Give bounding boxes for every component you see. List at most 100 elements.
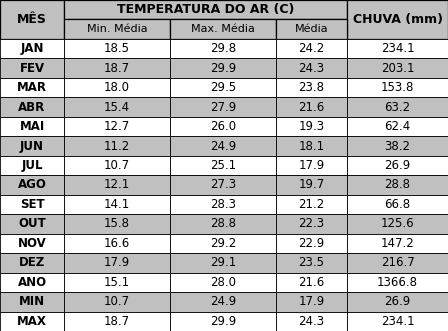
Text: JAN: JAN — [20, 42, 44, 55]
Bar — [0, 58, 64, 78]
Bar — [0, 39, 64, 58]
Text: 29.8: 29.8 — [210, 42, 236, 55]
Bar — [170, 311, 276, 331]
Text: 66.8: 66.8 — [384, 198, 411, 211]
Text: 24.9: 24.9 — [210, 295, 236, 308]
Bar — [347, 39, 448, 58]
Text: 28.8: 28.8 — [384, 178, 410, 191]
Text: DEZ: DEZ — [19, 256, 45, 269]
Bar — [276, 117, 347, 136]
Text: 22.9: 22.9 — [298, 237, 324, 250]
Bar — [64, 0, 347, 20]
Bar — [170, 39, 276, 58]
Text: 10.7: 10.7 — [104, 295, 130, 308]
Bar — [276, 156, 347, 175]
Bar — [64, 97, 170, 117]
Bar — [0, 156, 64, 175]
Bar — [64, 214, 170, 234]
Text: 29.1: 29.1 — [210, 256, 236, 269]
Bar — [64, 78, 170, 97]
Bar — [347, 214, 448, 234]
Text: 12.7: 12.7 — [104, 120, 130, 133]
Bar — [347, 97, 448, 117]
Bar — [0, 292, 64, 311]
Bar — [0, 0, 64, 39]
Text: 23.8: 23.8 — [298, 81, 324, 94]
Text: 26.9: 26.9 — [384, 159, 411, 172]
Bar — [276, 195, 347, 214]
Text: NOV: NOV — [17, 237, 47, 250]
Bar — [0, 195, 64, 214]
Text: 15.4: 15.4 — [104, 101, 130, 114]
Text: 18.7: 18.7 — [104, 62, 130, 75]
Bar — [170, 292, 276, 311]
Text: Max. Média: Max. Média — [191, 24, 255, 34]
Text: 27.3: 27.3 — [210, 178, 236, 191]
Bar — [170, 195, 276, 214]
Text: 38.2: 38.2 — [384, 140, 410, 153]
Text: TEMPERATURA DO AR (C): TEMPERATURA DO AR (C) — [117, 3, 294, 16]
Bar — [347, 117, 448, 136]
Bar — [64, 253, 170, 273]
Bar — [64, 273, 170, 292]
Text: CHUVA (mm): CHUVA (mm) — [353, 13, 443, 26]
Text: 14.1: 14.1 — [104, 198, 130, 211]
Text: 23.5: 23.5 — [298, 256, 324, 269]
Text: 24.3: 24.3 — [298, 315, 324, 328]
Bar — [347, 58, 448, 78]
Text: 27.9: 27.9 — [210, 101, 236, 114]
Text: 234.1: 234.1 — [381, 315, 414, 328]
Bar — [0, 97, 64, 117]
Text: 17.9: 17.9 — [298, 295, 324, 308]
Bar — [347, 195, 448, 214]
Bar — [170, 117, 276, 136]
Bar — [0, 273, 64, 292]
Bar — [276, 136, 347, 156]
Bar — [276, 97, 347, 117]
Text: 11.2: 11.2 — [104, 140, 130, 153]
Bar — [64, 292, 170, 311]
Bar — [0, 234, 64, 253]
Bar — [170, 78, 276, 97]
Text: 24.3: 24.3 — [298, 62, 324, 75]
Text: 29.5: 29.5 — [210, 81, 236, 94]
Bar — [170, 20, 276, 39]
Text: 10.7: 10.7 — [104, 159, 130, 172]
Text: 18.0: 18.0 — [104, 81, 130, 94]
Text: AGO: AGO — [17, 178, 47, 191]
Text: 18.7: 18.7 — [104, 315, 130, 328]
Bar — [276, 253, 347, 273]
Bar — [0, 311, 64, 331]
Text: 147.2: 147.2 — [381, 237, 414, 250]
Text: MAX: MAX — [17, 315, 47, 328]
Text: 19.3: 19.3 — [298, 120, 324, 133]
Text: 21.6: 21.6 — [298, 276, 324, 289]
Bar — [64, 136, 170, 156]
Bar — [347, 253, 448, 273]
Text: 17.9: 17.9 — [104, 256, 130, 269]
Bar — [347, 175, 448, 195]
Text: 18.5: 18.5 — [104, 42, 130, 55]
Bar — [347, 156, 448, 175]
Bar — [170, 58, 276, 78]
Text: 1366.8: 1366.8 — [377, 276, 418, 289]
Text: 29.9: 29.9 — [210, 315, 236, 328]
Bar — [64, 58, 170, 78]
Text: 15.8: 15.8 — [104, 217, 130, 230]
Text: MAR: MAR — [17, 81, 47, 94]
Bar — [170, 175, 276, 195]
Bar — [347, 292, 448, 311]
Bar — [276, 311, 347, 331]
Text: 28.3: 28.3 — [210, 198, 236, 211]
Text: 15.1: 15.1 — [104, 276, 130, 289]
Text: ABR: ABR — [18, 101, 46, 114]
Text: 153.8: 153.8 — [381, 81, 414, 94]
Text: 234.1: 234.1 — [381, 42, 414, 55]
Bar — [276, 78, 347, 97]
Bar — [347, 234, 448, 253]
Bar — [347, 273, 448, 292]
Bar — [347, 78, 448, 97]
Text: 26.0: 26.0 — [210, 120, 236, 133]
Text: 28.0: 28.0 — [210, 276, 236, 289]
Text: SET: SET — [20, 198, 44, 211]
